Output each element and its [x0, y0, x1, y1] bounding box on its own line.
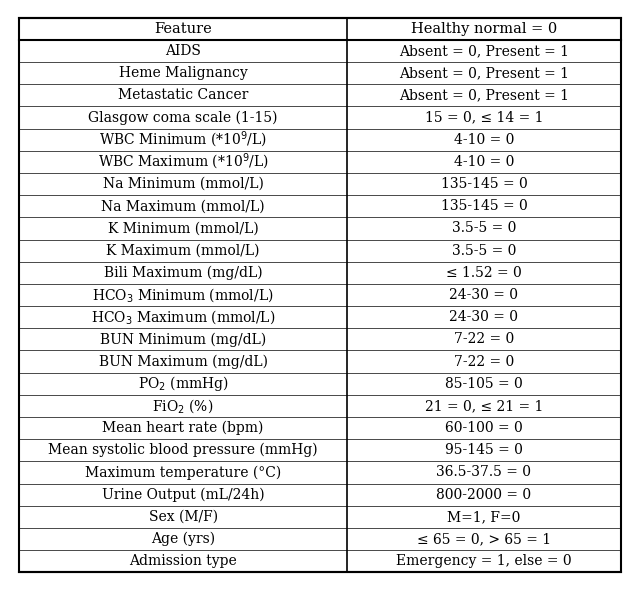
Text: 3.5-5 = 0: 3.5-5 = 0 [452, 244, 516, 258]
Text: 95-145 = 0: 95-145 = 0 [445, 443, 523, 457]
Text: FiO$_{2}$ (%): FiO$_{2}$ (%) [152, 397, 214, 415]
Text: 85-105 = 0: 85-105 = 0 [445, 377, 523, 391]
Text: Healthy normal = 0: Healthy normal = 0 [411, 22, 557, 36]
Text: 21 = 0, ≤ 21 = 1: 21 = 0, ≤ 21 = 1 [425, 399, 543, 413]
Text: Sex (M/F): Sex (M/F) [148, 510, 218, 524]
Text: Na Maximum (mmol/L): Na Maximum (mmol/L) [101, 199, 265, 213]
Text: Glasgow coma scale (1-15): Glasgow coma scale (1-15) [88, 110, 278, 124]
Text: 7-22 = 0: 7-22 = 0 [454, 332, 514, 346]
Text: Feature: Feature [154, 22, 212, 36]
Text: WBC Minimum (*10$^{9}$/L): WBC Minimum (*10$^{9}$/L) [99, 130, 267, 150]
Text: Bili Maximum (mg/dL): Bili Maximum (mg/dL) [104, 266, 262, 280]
Text: 24-30 = 0: 24-30 = 0 [449, 288, 518, 302]
Text: K Maximum (mmol/L): K Maximum (mmol/L) [106, 244, 260, 258]
Text: BUN Minimum (mg/dL): BUN Minimum (mg/dL) [100, 332, 266, 346]
Text: HCO$_{3}$ Minimum (mmol/L): HCO$_{3}$ Minimum (mmol/L) [92, 286, 274, 304]
Text: Heme Malignancy: Heme Malignancy [119, 66, 248, 80]
Text: Mean heart rate (bpm): Mean heart rate (bpm) [102, 421, 264, 435]
Text: PO$_{2}$ (mmHg): PO$_{2}$ (mmHg) [138, 374, 228, 394]
Text: Emergency = 1, else = 0: Emergency = 1, else = 0 [396, 554, 572, 568]
Text: Mean systolic blood pressure (mmHg): Mean systolic blood pressure (mmHg) [49, 443, 318, 457]
Text: ≤ 1.52 = 0: ≤ 1.52 = 0 [446, 266, 522, 280]
Text: 4-10 = 0: 4-10 = 0 [454, 133, 514, 147]
Text: Urine Output (mL/24h): Urine Output (mL/24h) [102, 487, 264, 502]
Text: 60-100 = 0: 60-100 = 0 [445, 421, 523, 435]
Text: K Minimum (mmol/L): K Minimum (mmol/L) [108, 221, 259, 235]
Text: Absent = 0, Present = 1: Absent = 0, Present = 1 [399, 88, 569, 102]
Text: 3.5-5 = 0: 3.5-5 = 0 [452, 221, 516, 235]
Text: 7-22 = 0: 7-22 = 0 [454, 355, 514, 369]
Text: 800-2000 = 0: 800-2000 = 0 [436, 488, 531, 501]
Text: ≤ 65 = 0, > 65 = 1: ≤ 65 = 0, > 65 = 1 [417, 532, 551, 546]
Text: Absent = 0, Present = 1: Absent = 0, Present = 1 [399, 66, 569, 80]
Text: 135-145 = 0: 135-145 = 0 [440, 199, 527, 213]
Text: WBC Maximum (*10$^{9}$/L): WBC Maximum (*10$^{9}$/L) [98, 152, 269, 172]
Text: Maximum temperature (°C): Maximum temperature (°C) [85, 466, 281, 480]
Text: 24-30 = 0: 24-30 = 0 [449, 310, 518, 324]
Text: 135-145 = 0: 135-145 = 0 [440, 177, 527, 191]
Text: Absent = 0, Present = 1: Absent = 0, Present = 1 [399, 44, 569, 58]
Text: Admission type: Admission type [129, 554, 237, 568]
Text: AIDS: AIDS [165, 44, 201, 58]
Text: M=1, F=0: M=1, F=0 [447, 510, 520, 524]
Text: HCO$_{3}$ Maximum (mmol/L): HCO$_{3}$ Maximum (mmol/L) [91, 309, 275, 326]
Text: Age (yrs): Age (yrs) [151, 532, 215, 546]
Text: 4-10 = 0: 4-10 = 0 [454, 155, 514, 169]
Text: BUN Maximum (mg/dL): BUN Maximum (mg/dL) [99, 355, 268, 369]
Text: 36.5-37.5 = 0: 36.5-37.5 = 0 [436, 466, 531, 480]
Text: 15 = 0, ≤ 14 = 1: 15 = 0, ≤ 14 = 1 [425, 110, 543, 124]
Text: Na Minimum (mmol/L): Na Minimum (mmol/L) [102, 177, 264, 191]
Text: Metastatic Cancer: Metastatic Cancer [118, 88, 248, 102]
